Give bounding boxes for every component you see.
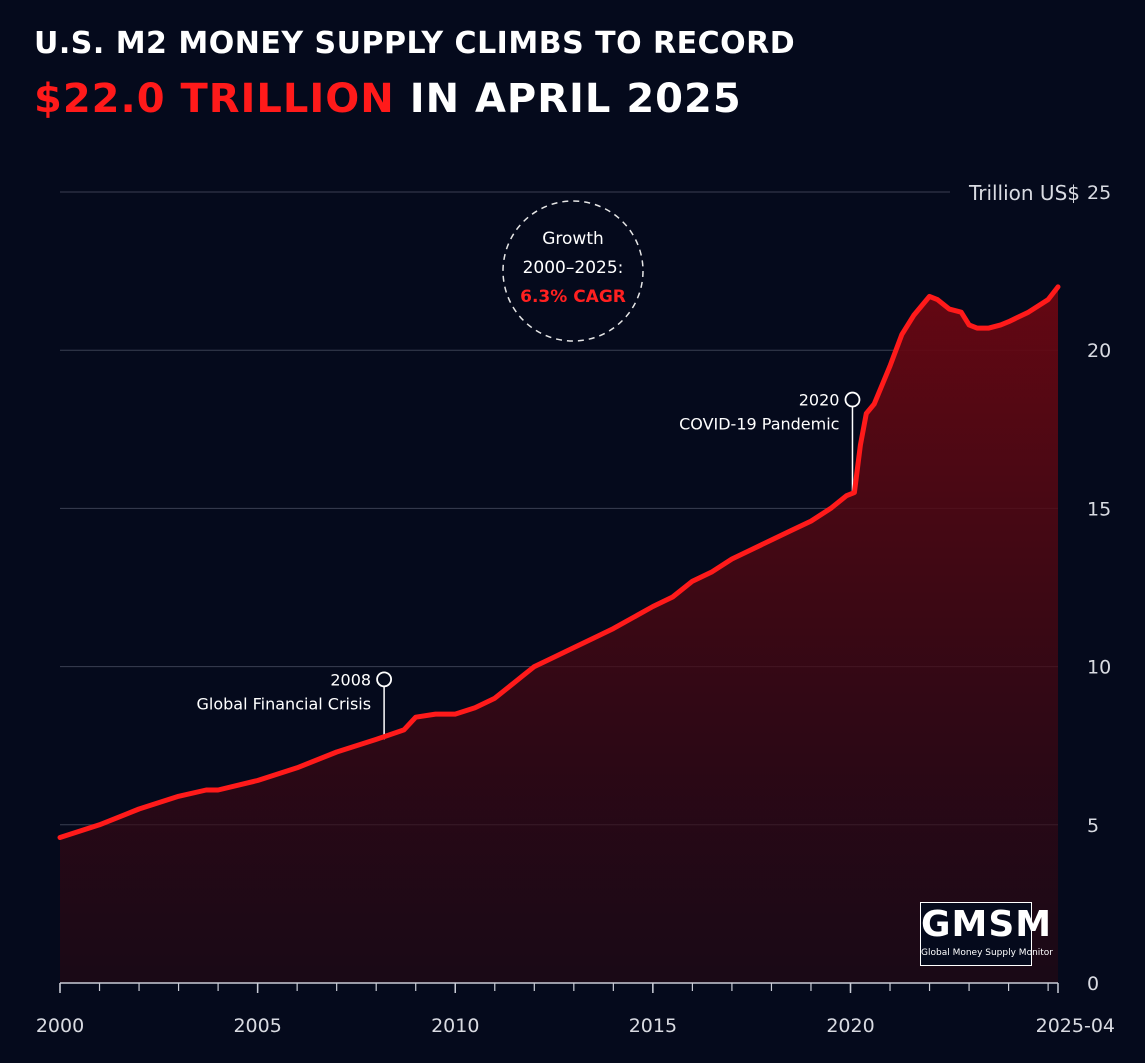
title-highlight-value: $22.0 TRILLION	[34, 76, 395, 122]
x-tick-label-2025-04: 2025-04	[1036, 1015, 1115, 1037]
title-line-1: U.S. M2 MONEY SUPPLY CLIMBS TO RECORD	[34, 26, 796, 61]
series-area	[60, 286, 1058, 983]
y-axis-ticks: 0 5 10 15 20 25	[1087, 182, 1111, 995]
cagr-badge-ring	[502, 200, 644, 342]
logo-wordmark: GMSM	[921, 904, 1053, 945]
x-tick-label-2010: 2010	[431, 1015, 479, 1037]
x-tick-label-2015: 2015	[629, 1015, 677, 1037]
covid-annotation-year: 2020	[799, 391, 840, 410]
y-tick-label-0: 0	[1087, 973, 1099, 995]
y-tick-label-10: 10	[1087, 657, 1111, 679]
cagr-line-1: Growth	[542, 229, 604, 249]
x-tick-label-2020: 2020	[826, 1015, 874, 1037]
y-axis-unit-label: Trillion US$	[968, 181, 1080, 205]
cagr-badge: Growth 2000–2025: 6.3% CAGR	[502, 200, 644, 342]
annotations: 2008 Global Financial Crisis 2020 COVID-…	[197, 391, 861, 740]
y-tick-label-25: 25	[1087, 182, 1111, 204]
cagr-line-2: 2000–2025:	[523, 258, 624, 278]
logo-subtitle: Global Money Supply Monitor	[921, 948, 1054, 958]
gmsm-logo: GMSM Global Money Supply Monitor	[920, 902, 1054, 966]
title-line-2-rest: IN APRIL 2025	[394, 76, 742, 122]
y-tick-label-5: 5	[1087, 815, 1099, 837]
x-axis-ticks: 2000 2005 2010 2015 2020 2025-04	[36, 983, 1115, 1037]
covid-annotation-marker	[844, 391, 861, 408]
gfc-annotation-label: Global Financial Crisis	[197, 694, 372, 713]
covid-annotation-label: COVID-19 Pandemic	[679, 415, 839, 434]
y-tick-label-20: 20	[1087, 340, 1111, 362]
x-tick-label-2005: 2005	[233, 1015, 281, 1037]
cagr-value: 6.3% CAGR	[520, 287, 626, 307]
y-tick-label-15: 15	[1087, 498, 1111, 520]
gfc-annotation-marker	[376, 671, 393, 688]
x-tick-label-2000: 2000	[36, 1015, 84, 1037]
gfc-annotation-year: 2008	[330, 670, 371, 689]
series-line	[57, 284, 1061, 840]
page-title: U.S. M2 MONEY SUPPLY CLIMBS TO RECORD $2…	[34, 22, 795, 128]
title-line-2: $22.0 TRILLION IN APRIL 2025	[34, 70, 795, 128]
